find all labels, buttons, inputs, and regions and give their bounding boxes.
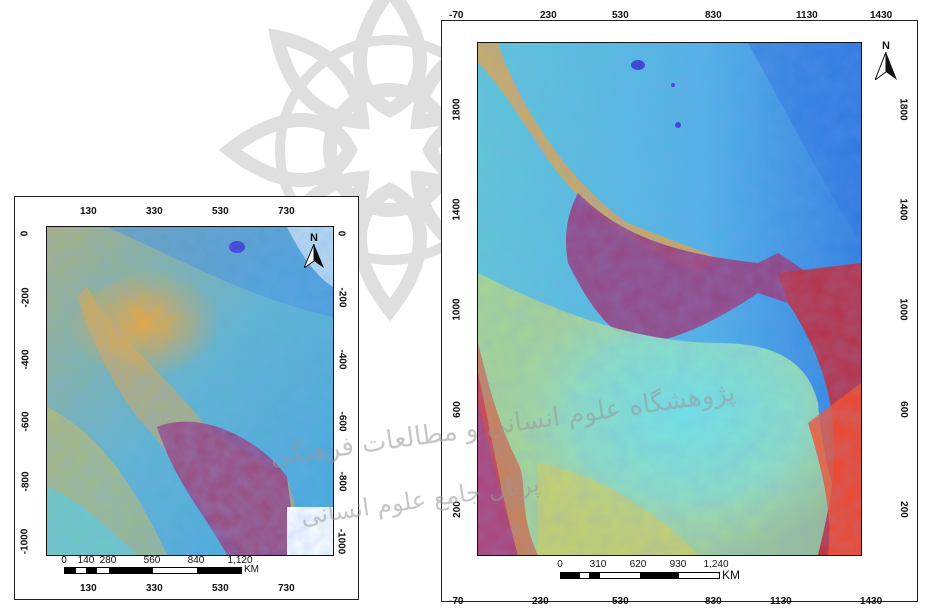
right-bottom-tick: 1130 <box>770 596 792 607</box>
north-arrow-icon <box>873 51 897 82</box>
scale-label: 930 <box>669 559 687 570</box>
left-bottom-tick: 730 <box>278 583 295 594</box>
right-bottom-tick: 530 <box>612 596 629 607</box>
scale-label: 1,120 <box>227 555 253 566</box>
right-lat-tick: -1000 <box>335 528 347 555</box>
right-top-tick: 830 <box>705 10 722 21</box>
left-satellite-image <box>47 227 333 555</box>
scale-label: 0 <box>557 559 563 570</box>
scale-label: 0 <box>61 555 67 566</box>
left-top-tick: 130 <box>80 206 97 217</box>
right-bottom-tick: 230 <box>532 596 549 607</box>
right-map-frame <box>477 42 862 556</box>
left-bottom-tick: 530 <box>212 583 229 594</box>
scale-unit: KM <box>244 564 259 575</box>
scale-label: 620 <box>629 559 647 570</box>
right-top-tick: 230 <box>540 10 557 21</box>
right-top-tick: 1430 <box>870 10 893 21</box>
left-lat-tick: -400 <box>20 349 32 370</box>
left-north-arrow: N <box>302 232 326 271</box>
right-lat-tick: -600 <box>336 411 348 432</box>
right-top-tick: -70 <box>449 10 464 21</box>
scale-label: 310 <box>589 559 607 570</box>
left-lat-tick: 0 <box>19 230 31 237</box>
left-lat-tick: -600 <box>20 411 32 432</box>
right-lat-tick: -200 <box>336 287 348 308</box>
right-lat-tick: 0 <box>335 230 347 237</box>
left-lat-tick: -1000 <box>19 528 31 555</box>
scale-label: 280 <box>99 555 117 566</box>
right-top-tick: 1130 <box>796 10 818 21</box>
left-scale-bar: 0 140 280 560 840 1,120 KM <box>61 555 262 581</box>
left-lat-tick: 1800 <box>451 98 463 121</box>
scale-label: 560 <box>143 555 161 566</box>
right-lat-tick: 1000 <box>897 298 909 321</box>
right-satellite-image <box>478 43 861 555</box>
right-bottom-tick: -70 <box>449 596 464 607</box>
left-top-tick: 530 <box>212 206 229 217</box>
right-lat-tick: 1800 <box>897 98 909 121</box>
north-arrow-icon <box>302 243 324 270</box>
right-lat-tick: 1400 <box>897 198 909 221</box>
left-lat-tick: 1000 <box>451 298 463 321</box>
left-map-frame <box>46 226 334 556</box>
scale-label: 140 <box>77 555 95 566</box>
left-bottom-tick: 130 <box>80 583 97 594</box>
right-bottom-tick: 1430 <box>860 596 883 607</box>
north-label: N <box>882 40 890 52</box>
left-lat-tick: -200 <box>20 287 32 308</box>
left-lat-tick: 1400 <box>451 198 463 221</box>
left-top-tick: 330 <box>146 206 163 217</box>
scale-label: 1,240 <box>703 559 729 570</box>
left-lat-tick: -800 <box>20 471 32 492</box>
right-lat-tick: -400 <box>336 349 348 370</box>
north-label: N <box>310 232 318 244</box>
right-lat-tick: 600 <box>897 401 909 418</box>
right-scale-bar: 0 310 620 930 1,240 KM <box>556 559 756 585</box>
scale-label: 840 <box>187 555 205 566</box>
right-bottom-tick: 830 <box>705 596 722 607</box>
right-top-tick: 530 <box>612 10 629 21</box>
scale-unit: KM <box>722 568 740 582</box>
right-north-arrow: N <box>873 40 899 83</box>
right-lat-tick: -800 <box>336 471 348 492</box>
left-top-tick: 730 <box>278 206 295 217</box>
left-bottom-tick: 330 <box>146 583 163 594</box>
right-lat-tick: 200 <box>897 501 909 518</box>
